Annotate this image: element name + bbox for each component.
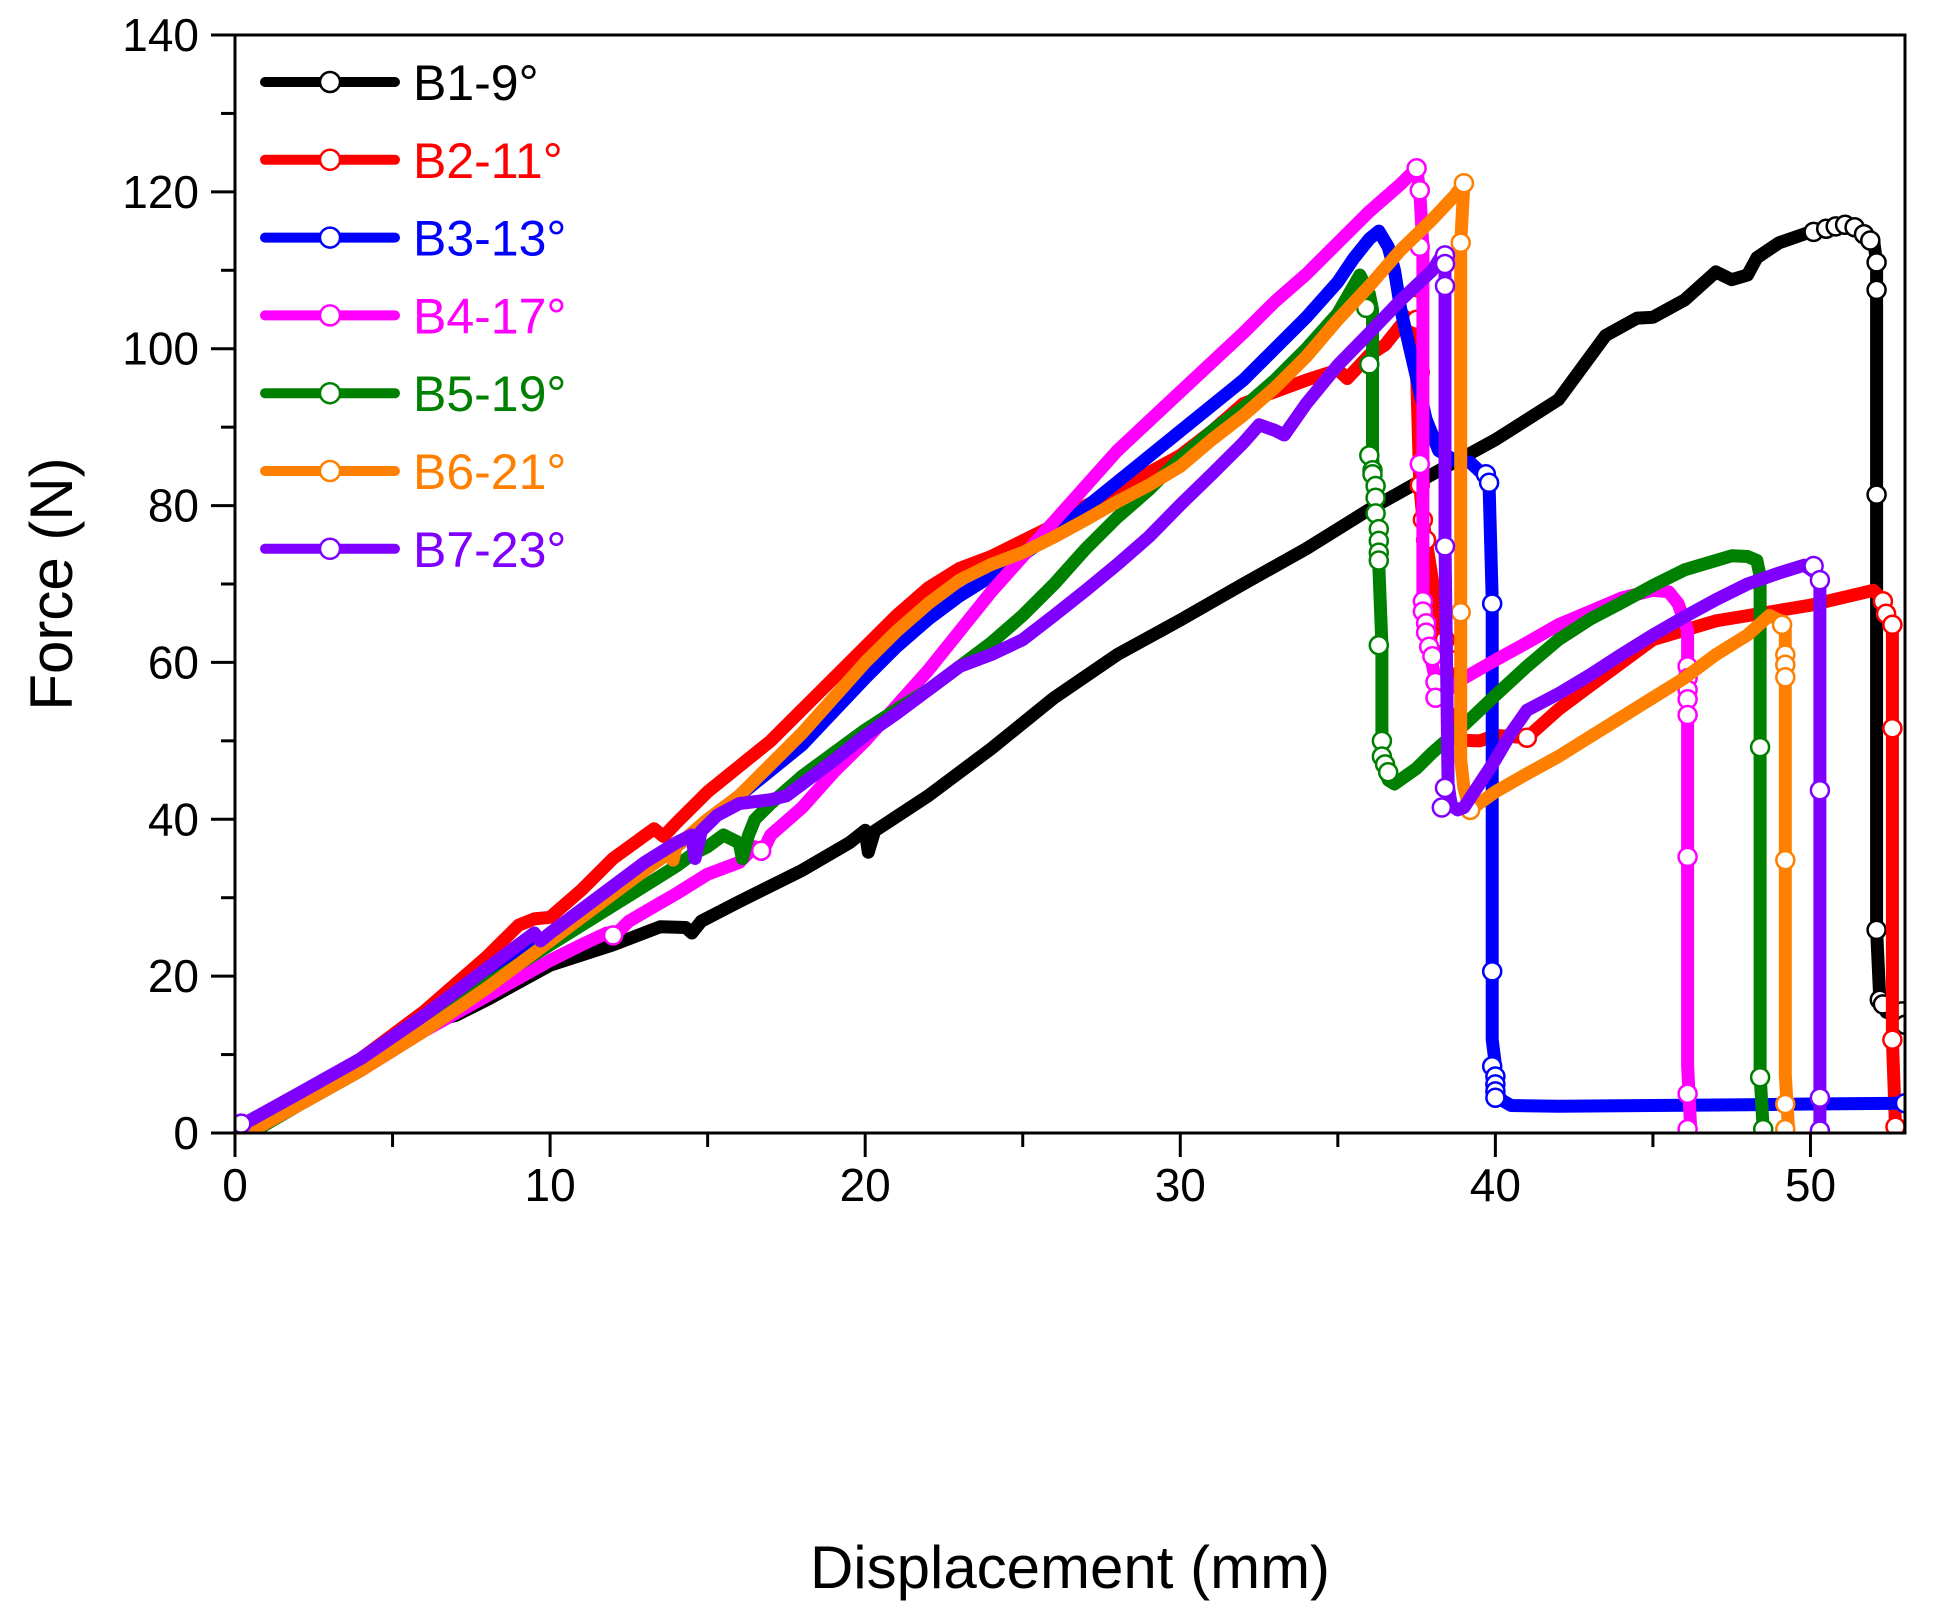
data-marker bbox=[1516, 727, 1538, 748]
data-marker bbox=[1775, 667, 1796, 688]
data-marker bbox=[1368, 634, 1390, 656]
data-marker bbox=[1434, 536, 1456, 557]
data-marker bbox=[1409, 453, 1431, 475]
y-tick-label: 40 bbox=[148, 793, 199, 845]
data-marker bbox=[1434, 275, 1456, 297]
data-marker bbox=[1478, 472, 1500, 494]
x-tick-label: 20 bbox=[840, 1159, 891, 1211]
legend-marker bbox=[318, 537, 342, 561]
data-marker bbox=[1809, 780, 1831, 801]
data-marker bbox=[1809, 1120, 1831, 1133]
data-marker bbox=[1775, 1118, 1796, 1133]
y-tick-label: 80 bbox=[148, 480, 199, 532]
x-tick-label: 0 bbox=[222, 1159, 248, 1211]
data-marker bbox=[602, 925, 624, 946]
data-marker bbox=[1866, 484, 1887, 505]
data-marker bbox=[1752, 1118, 1774, 1133]
legend-item-b1-9: B1-9° bbox=[260, 55, 539, 111]
y-axis-label: Force (N) bbox=[18, 457, 85, 710]
data-marker bbox=[750, 840, 772, 861]
data-marker bbox=[1882, 718, 1903, 739]
y-tick-label: 20 bbox=[148, 950, 199, 1002]
legend-marker bbox=[318, 459, 342, 483]
x-tick-label: 40 bbox=[1470, 1159, 1521, 1211]
series-line bbox=[235, 248, 1827, 1133]
series-layer bbox=[235, 158, 1905, 1133]
x-tick-label: 10 bbox=[525, 1159, 576, 1211]
data-marker bbox=[1775, 1093, 1796, 1115]
data-marker bbox=[1677, 704, 1698, 726]
legend-item-b7-23: B7-23° bbox=[260, 522, 566, 578]
data-marker bbox=[1749, 1067, 1771, 1088]
data-marker bbox=[1882, 1029, 1903, 1050]
legend-marker bbox=[318, 226, 342, 249]
y-tick-label: 100 bbox=[122, 323, 199, 375]
data-marker bbox=[1434, 253, 1456, 275]
data-marker bbox=[1377, 761, 1399, 783]
legend-item-b6-21: B6-21° bbox=[260, 444, 566, 500]
data-marker bbox=[1422, 645, 1443, 667]
series-b6-21 bbox=[241, 172, 1796, 1133]
legend-marker bbox=[318, 381, 342, 405]
x-tick-label: 50 bbox=[1785, 1159, 1836, 1211]
series-line bbox=[241, 176, 1795, 1133]
data-marker bbox=[1359, 354, 1380, 375]
data-marker bbox=[1450, 601, 1471, 623]
data-marker bbox=[1406, 158, 1427, 179]
legend-item-b5-19: B5-19° bbox=[260, 366, 566, 422]
data-marker bbox=[1409, 180, 1431, 201]
legend-label: B2-11° bbox=[413, 133, 563, 189]
data-marker bbox=[1453, 172, 1475, 194]
data-marker bbox=[1677, 1118, 1698, 1133]
legend-item-b3-13: B3-13° bbox=[260, 211, 566, 267]
data-marker bbox=[1809, 569, 1831, 591]
data-marker bbox=[1866, 252, 1887, 273]
data-marker bbox=[1434, 777, 1456, 799]
legend-label: B6-21° bbox=[413, 444, 566, 500]
data-marker bbox=[1481, 961, 1503, 982]
legend-label: B7-23° bbox=[413, 522, 566, 578]
legend-label: B5-19° bbox=[413, 366, 566, 422]
legend-marker bbox=[318, 70, 342, 94]
legend-label: B1-9° bbox=[413, 55, 539, 111]
y-tick-label: 60 bbox=[148, 636, 199, 688]
data-marker bbox=[1809, 1087, 1831, 1108]
series-line bbox=[244, 298, 1902, 1133]
data-marker bbox=[1894, 1092, 1905, 1114]
data-marker bbox=[1866, 279, 1887, 301]
data-marker bbox=[1677, 846, 1698, 868]
axes-layer: 0 10 20 30 40 50 0 20 40 60 80 100 120 140 bbox=[122, 9, 1907, 1211]
x-axis-label: Displacement (mm) bbox=[810, 1534, 1330, 1601]
y-tick-label: 140 bbox=[122, 9, 199, 61]
data-marker bbox=[1860, 230, 1881, 251]
data-marker bbox=[1882, 614, 1903, 636]
legend-label: B3-13° bbox=[413, 211, 566, 267]
data-marker bbox=[1481, 593, 1503, 614]
data-marker bbox=[1450, 232, 1471, 254]
legend-item-b2-11: B2-11° bbox=[260, 133, 563, 189]
data-marker bbox=[1368, 550, 1390, 571]
data-marker bbox=[1431, 797, 1453, 818]
data-marker bbox=[1485, 1087, 1506, 1108]
legend: B1-9° B2-11° B3-13° B4-17° B5-19° B6-21° B7-23… bbox=[260, 55, 566, 578]
legend-label: B4-17° bbox=[413, 288, 566, 344]
legend-marker bbox=[318, 148, 342, 172]
data-marker bbox=[1771, 614, 1793, 636]
x-tick-label: 30 bbox=[1155, 1159, 1206, 1211]
y-tick-label: 0 bbox=[173, 1107, 199, 1159]
data-marker bbox=[1866, 919, 1887, 941]
data-marker bbox=[1775, 849, 1796, 871]
data-marker bbox=[1749, 736, 1771, 758]
series-b7-23 bbox=[235, 245, 1831, 1133]
legend-marker bbox=[318, 304, 342, 327]
legend-item-b4-17: B4-17° bbox=[260, 288, 566, 344]
series-b1-9 bbox=[235, 214, 1905, 1133]
y-tick-label: 120 bbox=[122, 166, 199, 218]
data-marker bbox=[1677, 1083, 1698, 1105]
